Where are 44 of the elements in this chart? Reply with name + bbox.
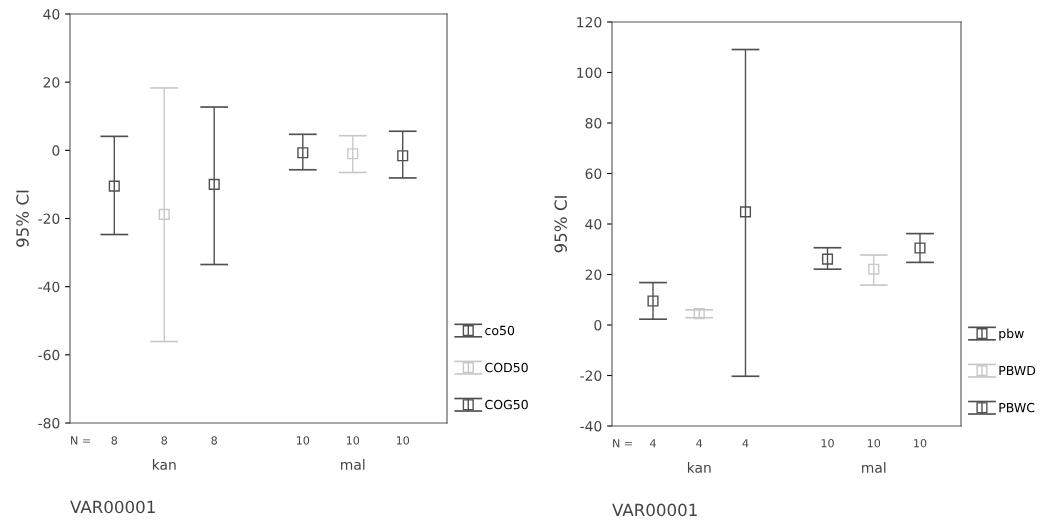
text: 10 [914,439,927,448]
y-tick-label: 20 [585,269,602,280]
text: 4 [696,439,703,448]
legend-label: pbw [999,328,1024,341]
y-tick-label: 0 [594,319,602,331]
x-tick-label: kan [687,462,711,473]
text: 10 [821,439,834,448]
y-tick-label: 0 [52,145,60,156]
x-tick-label: mal [862,462,886,473]
text: 8 [161,436,168,445]
y-tick-label: 120 [577,16,602,28]
legend-label: co50 [485,325,515,336]
legend-label: COD50 [485,362,528,373]
legend-label: PBWC [999,402,1035,413]
y-tick-label: -40 [38,281,60,293]
text: 8 [211,436,217,445]
x-axis-title: VAR00001 [70,500,155,514]
y-tick-label: -20 [580,370,602,381]
x-tick-label: kan [152,459,176,470]
y-axis-title: 95% CI [554,196,567,253]
y-tick-label: 80 [585,117,602,129]
y-tick-label: -40 [580,420,602,432]
x-axis-title: VAR00001 [612,503,697,517]
x-tick-label: mal [341,459,365,470]
y-tick-label: 60 [585,168,602,179]
text: N = [71,436,90,445]
text: 4 [742,439,749,448]
y-tick-label: -60 [38,349,60,361]
text: 8 [111,436,118,445]
legend-label: COG50 [485,399,528,410]
text: 4 [650,439,656,448]
y-tick-label: 40 [585,218,602,230]
text: 10 [396,436,410,445]
text: N = [613,439,632,448]
y-axis-title: 95% CI [16,190,29,247]
legend-label: PBWD [999,365,1036,376]
y-tick-label: -80 [38,417,60,429]
y-tick-label: -20 [38,213,60,224]
y-tick-label: 20 [43,77,60,88]
text: 10 [296,436,310,445]
text: 10 [867,439,881,448]
y-tick-label: 100 [577,67,602,78]
y-tick-label: 40 [43,8,60,20]
text: 10 [346,436,360,445]
